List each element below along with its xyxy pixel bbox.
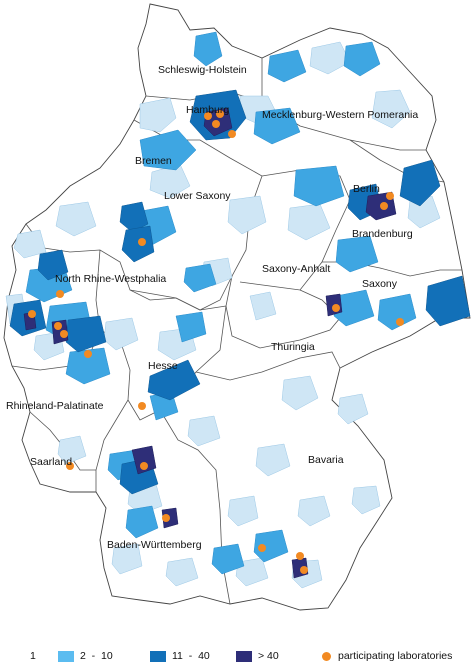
legend-label-11-40: 11 - 40 xyxy=(172,650,210,662)
laboratory-dot xyxy=(60,330,68,338)
label-brandenburg: Brandenburg xyxy=(352,228,413,240)
districts-dark-blue xyxy=(9,89,471,495)
label-hesse: Hesse xyxy=(148,360,178,372)
label-schleswig-holstein: Schleswig-Holstein xyxy=(158,64,247,76)
label-rhineland-palatinate: Rhineland-Palatinate xyxy=(6,400,104,412)
germany-map: Schleswig-Holstein Hamburg Mecklenburg-W… xyxy=(3,3,471,611)
legend-item-1: 1 xyxy=(8,648,36,664)
laboratory-dot xyxy=(138,238,146,246)
laboratory-dot xyxy=(54,322,62,330)
laboratory-dot xyxy=(66,462,74,470)
label-saxony-anhalt: Saxony-Anhalt xyxy=(262,263,330,275)
laboratory-dot xyxy=(138,402,146,410)
label-mecklenburg: Mecklenburg-Western Pomerania xyxy=(262,109,418,121)
laboratory-dot xyxy=(380,202,388,210)
legend-swatch-1 xyxy=(8,650,24,662)
laboratory-dot xyxy=(162,514,170,522)
label-berlin: Berlin xyxy=(353,183,380,195)
laboratory-dot xyxy=(258,544,266,552)
laboratory-dot xyxy=(84,350,92,358)
laboratory-dot xyxy=(296,552,304,560)
laboratory-dot xyxy=(56,290,64,298)
legend-swatch-over-40 xyxy=(236,650,252,662)
state-labels: Schleswig-Holstein Hamburg Mecklenburg-W… xyxy=(6,64,418,551)
label-bavaria: Bavaria xyxy=(308,454,344,466)
legend-label-over-40: > 40 xyxy=(258,650,279,662)
legend-swatch-2-10 xyxy=(58,650,74,662)
laboratory-dot xyxy=(28,310,36,318)
laboratory-dot xyxy=(332,304,340,312)
laboratory-dot xyxy=(386,192,394,200)
laboratory-dot xyxy=(228,130,236,138)
legend-laboratory-dot xyxy=(322,651,331,661)
legend-label-1: 1 xyxy=(30,650,36,662)
label-saxony: Saxony xyxy=(362,278,398,290)
laboratory-dot xyxy=(204,112,212,120)
label-saarland: Saarland xyxy=(30,456,72,468)
laboratory-markers xyxy=(28,110,404,574)
laboratory-dot xyxy=(212,120,220,128)
laboratory-dot xyxy=(140,462,148,470)
legend-item-2-10: 2 - 10 xyxy=(58,648,113,664)
label-hamburg: Hamburg xyxy=(186,104,229,116)
legend-item-11-40: 11 - 40 xyxy=(150,648,210,664)
label-baden-wurttemberg: Baden-Württemberg xyxy=(107,539,202,551)
legend-item-laboratories: participating laboratories xyxy=(322,648,452,664)
legend-item-over-40: > 40 xyxy=(236,648,279,664)
label-nrw: North Rhine-Westphalia xyxy=(55,273,166,285)
laboratory-dot xyxy=(300,566,308,574)
label-bremen: Bremen xyxy=(135,155,172,167)
label-lower-saxony: Lower Saxony xyxy=(164,190,231,202)
map-legend: 1 2 - 10 11 - 40 > 40 participating labo… xyxy=(0,648,472,664)
laboratory-dot xyxy=(216,110,224,118)
legend-swatch-11-40 xyxy=(150,650,166,662)
legend-label-2-10: 2 - 10 xyxy=(80,650,113,662)
legend-label-laboratories: participating laboratories xyxy=(338,650,453,662)
label-thuringia: Thuringia xyxy=(271,341,315,353)
laboratory-dot xyxy=(396,318,404,326)
